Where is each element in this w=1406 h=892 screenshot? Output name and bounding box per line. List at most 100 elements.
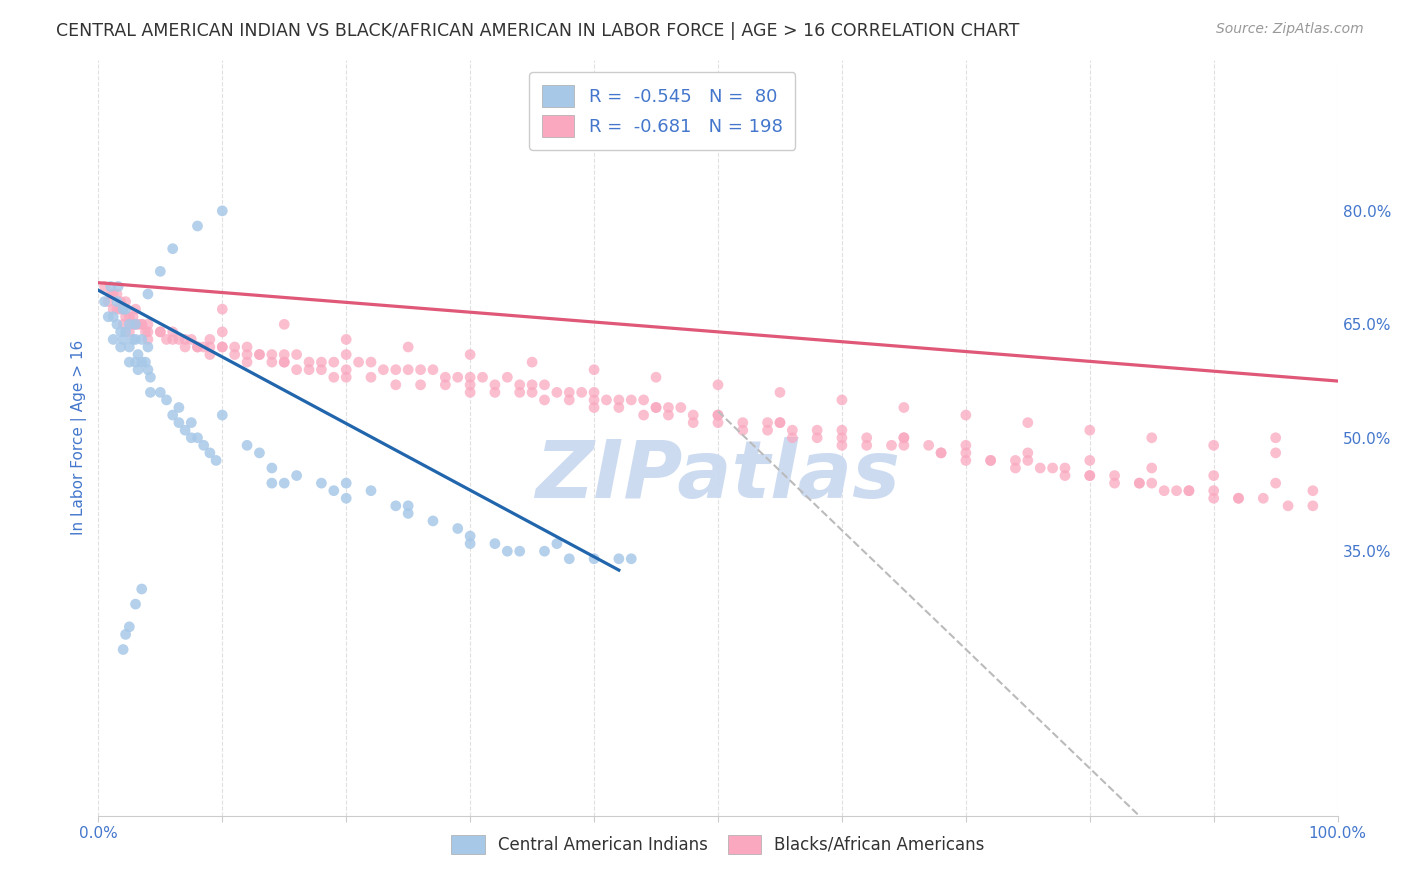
Point xyxy=(955,453,977,467)
Point xyxy=(1202,483,1225,498)
Point xyxy=(458,385,481,400)
Point xyxy=(955,446,977,460)
Point xyxy=(335,370,357,384)
Point xyxy=(149,385,172,400)
Point xyxy=(335,347,357,361)
Point xyxy=(546,385,568,400)
Point xyxy=(484,377,506,392)
Point xyxy=(186,219,208,233)
Point xyxy=(918,438,941,452)
Point xyxy=(322,355,344,369)
Point xyxy=(105,294,128,309)
Point xyxy=(1140,461,1163,475)
Point xyxy=(1128,476,1150,491)
Point xyxy=(1078,423,1101,437)
Point xyxy=(1004,453,1026,467)
Point xyxy=(707,377,730,392)
Point xyxy=(929,446,952,460)
Point xyxy=(422,514,444,528)
Point xyxy=(1029,461,1052,475)
Point xyxy=(657,408,679,422)
Point xyxy=(360,483,382,498)
Point xyxy=(633,408,655,422)
Point xyxy=(335,333,357,347)
Point xyxy=(571,385,593,400)
Point xyxy=(260,355,283,369)
Point xyxy=(103,302,125,317)
Point xyxy=(893,431,915,445)
Point xyxy=(236,340,259,354)
Point xyxy=(1004,461,1026,475)
Point xyxy=(1227,491,1250,506)
Point xyxy=(260,476,283,491)
Point xyxy=(105,302,128,317)
Point xyxy=(384,362,406,376)
Point xyxy=(110,302,132,317)
Point xyxy=(831,431,853,445)
Point xyxy=(124,318,146,332)
Point xyxy=(186,431,208,445)
Point xyxy=(595,392,617,407)
Point xyxy=(396,362,419,376)
Point xyxy=(167,401,190,415)
Point xyxy=(756,416,779,430)
Point xyxy=(731,423,754,437)
Text: CENTRAL AMERICAN INDIAN VS BLACK/AFRICAN AMERICAN IN LABOR FORCE | AGE > 16 CORR: CENTRAL AMERICAN INDIAN VS BLACK/AFRICAN… xyxy=(56,22,1019,40)
Point xyxy=(1053,461,1076,475)
Point xyxy=(855,431,877,445)
Point xyxy=(645,401,668,415)
Point xyxy=(211,302,233,317)
Point xyxy=(236,438,259,452)
Point xyxy=(112,333,135,347)
Point xyxy=(136,325,159,339)
Point xyxy=(118,340,141,354)
Point xyxy=(167,333,190,347)
Point xyxy=(583,401,606,415)
Point xyxy=(127,347,149,361)
Point xyxy=(224,340,246,354)
Point xyxy=(103,310,125,324)
Point xyxy=(198,333,221,347)
Point xyxy=(769,385,792,400)
Point xyxy=(1104,468,1126,483)
Point xyxy=(1017,453,1039,467)
Point xyxy=(558,385,581,400)
Point xyxy=(769,416,792,430)
Point xyxy=(211,340,233,354)
Point xyxy=(422,362,444,376)
Point xyxy=(149,325,172,339)
Point xyxy=(110,294,132,309)
Point xyxy=(583,362,606,376)
Point xyxy=(1264,446,1286,460)
Point xyxy=(645,401,668,415)
Point xyxy=(782,431,804,445)
Point xyxy=(831,392,853,407)
Point xyxy=(112,318,135,332)
Point xyxy=(122,333,145,347)
Point xyxy=(155,333,177,347)
Point xyxy=(103,333,125,347)
Point xyxy=(396,499,419,513)
Point xyxy=(186,340,208,354)
Point xyxy=(118,318,141,332)
Point xyxy=(1078,468,1101,483)
Point xyxy=(471,370,494,384)
Point xyxy=(131,318,153,332)
Point xyxy=(955,408,977,422)
Point xyxy=(260,347,283,361)
Point xyxy=(97,310,120,324)
Point xyxy=(434,370,457,384)
Point xyxy=(335,476,357,491)
Point xyxy=(447,521,470,535)
Point xyxy=(134,325,156,339)
Point xyxy=(458,536,481,550)
Point xyxy=(880,438,903,452)
Point xyxy=(322,483,344,498)
Point xyxy=(124,355,146,369)
Point xyxy=(929,446,952,460)
Point xyxy=(360,355,382,369)
Point xyxy=(447,370,470,384)
Point xyxy=(409,377,432,392)
Point xyxy=(458,370,481,384)
Point xyxy=(583,551,606,566)
